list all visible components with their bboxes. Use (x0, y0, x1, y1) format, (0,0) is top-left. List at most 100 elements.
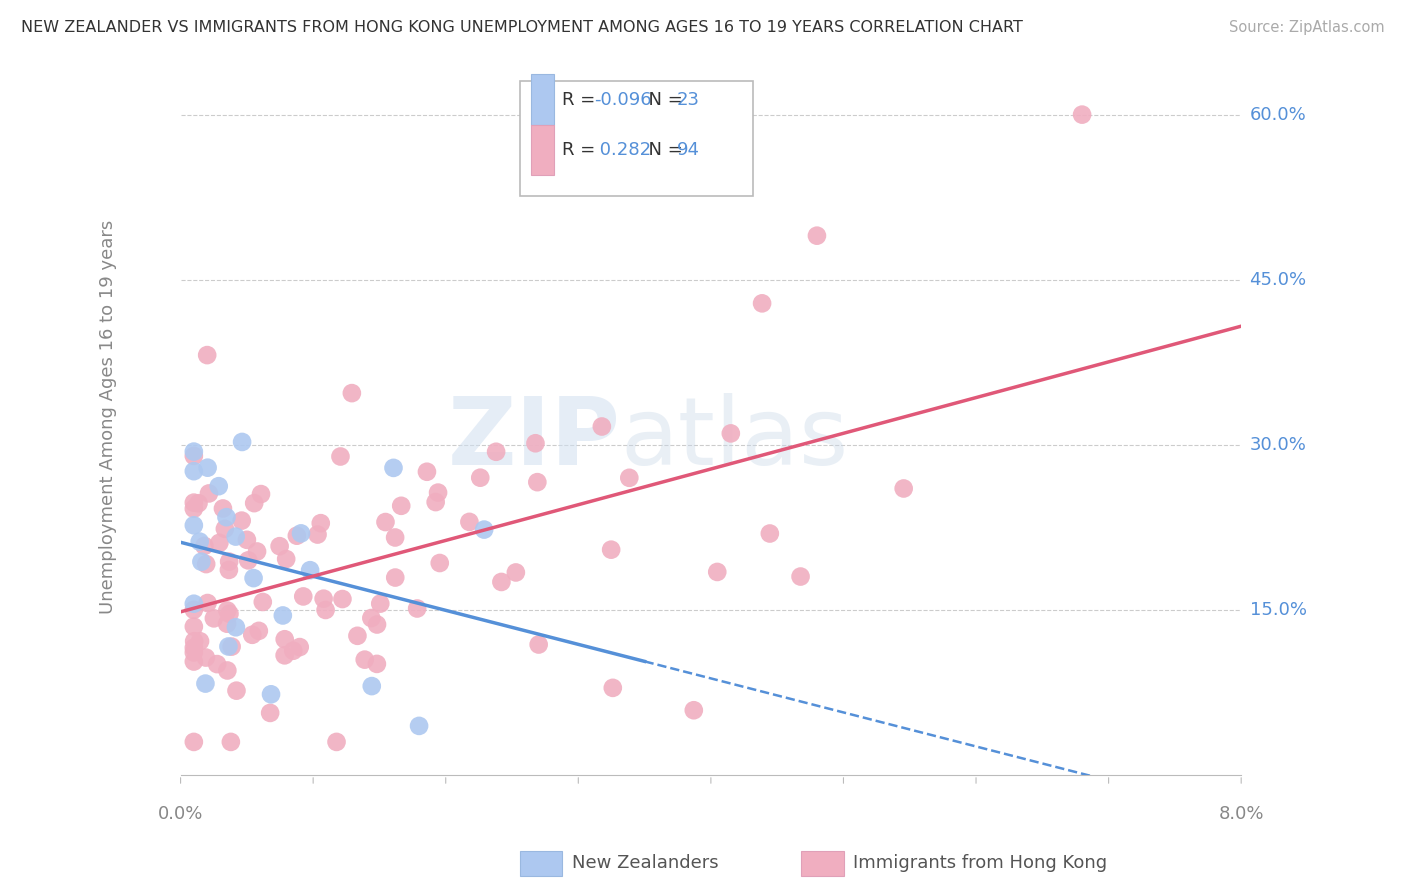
Point (309, 516, 332, 531)
Point (425, 495, 447, 509)
Point (389, 499, 412, 513)
Point (789, 569, 811, 583)
Point (368, 597, 391, 611)
Text: 60.0%: 60.0% (1250, 105, 1306, 124)
Point (188, 634, 211, 648)
Point (188, 534, 211, 549)
Point (225, 620, 247, 634)
Point (183, 449, 205, 463)
Point (217, 664, 239, 678)
Point (491, 574, 513, 589)
Point (225, 530, 247, 544)
Point (215, 616, 238, 631)
Text: R =: R = (562, 90, 602, 109)
Point (183, 640, 205, 655)
Point (183, 444, 205, 458)
Text: 45.0%: 45.0% (1250, 270, 1306, 289)
Text: Source: ZipAtlas.com: Source: ZipAtlas.com (1229, 20, 1385, 35)
Point (183, 464, 205, 478)
Point (299, 563, 322, 577)
Text: 8.0%: 8.0% (1219, 805, 1264, 823)
Text: N =: N = (637, 141, 688, 159)
Point (524, 436, 547, 450)
Point (893, 482, 915, 496)
Point (197, 460, 219, 475)
Point (187, 496, 209, 510)
Point (706, 565, 728, 579)
Point (190, 555, 212, 569)
Point (183, 735, 205, 749)
Point (329, 450, 352, 464)
Point (288, 640, 311, 654)
Text: Unemployment Among Ages 16 to 19 years: Unemployment Among Ages 16 to 19 years (100, 220, 117, 615)
Point (458, 515, 481, 529)
Text: 0.0%: 0.0% (157, 805, 204, 823)
Point (231, 434, 253, 449)
Text: -0.096: -0.096 (595, 90, 652, 109)
Point (382, 461, 405, 475)
Point (384, 531, 406, 545)
Point (252, 595, 274, 609)
FancyBboxPatch shape (520, 81, 754, 195)
Point (198, 486, 221, 500)
Point (259, 706, 281, 720)
Point (307, 527, 329, 541)
Point (312, 591, 335, 606)
Point (325, 735, 347, 749)
Point (527, 638, 550, 652)
Point (290, 526, 312, 541)
Point (214, 522, 236, 536)
Point (250, 487, 273, 501)
Point (366, 657, 388, 671)
Point (1071, 108, 1094, 122)
Point (217, 603, 239, 617)
Point (416, 465, 439, 479)
Point (366, 617, 388, 632)
Point (315, 603, 337, 617)
Point (682, 703, 704, 717)
Point (429, 556, 451, 570)
Point (374, 515, 396, 529)
Point (526, 475, 548, 490)
Point (340, 386, 363, 401)
Point (219, 735, 242, 749)
Point (332, 592, 354, 607)
Text: R =: R = (562, 141, 602, 159)
Point (505, 566, 527, 580)
Point (193, 539, 215, 553)
Point (472, 523, 495, 537)
Point (197, 596, 219, 610)
Point (183, 655, 205, 669)
Point (485, 444, 508, 458)
Point (751, 296, 773, 310)
Point (236, 533, 259, 547)
Point (273, 648, 295, 663)
Point (600, 542, 623, 557)
Point (218, 607, 240, 621)
Bar (530, 74, 554, 125)
Point (384, 570, 406, 584)
Point (183, 501, 205, 516)
Point (246, 544, 269, 558)
Text: atlas: atlas (620, 392, 849, 484)
Point (243, 496, 266, 510)
Point (183, 645, 205, 659)
Point (408, 719, 430, 733)
Point (360, 679, 382, 693)
Point (195, 557, 218, 571)
Point (183, 597, 205, 611)
Point (346, 629, 368, 643)
Point (806, 228, 828, 243)
Point (183, 518, 205, 533)
Point (183, 603, 205, 617)
Text: NEW ZEALANDER VS IMMIGRANTS FROM HONG KONG UNEMPLOYMENT AMONG AGES 16 TO 19 YEAR: NEW ZEALANDER VS IMMIGRANTS FROM HONG KO… (21, 20, 1024, 35)
Point (208, 479, 231, 493)
Point (260, 687, 283, 701)
Point (194, 650, 217, 665)
Point (208, 536, 231, 550)
Text: N =: N = (637, 90, 688, 109)
Point (218, 555, 240, 569)
Point (215, 510, 238, 524)
Point (212, 501, 235, 516)
Point (273, 632, 295, 647)
